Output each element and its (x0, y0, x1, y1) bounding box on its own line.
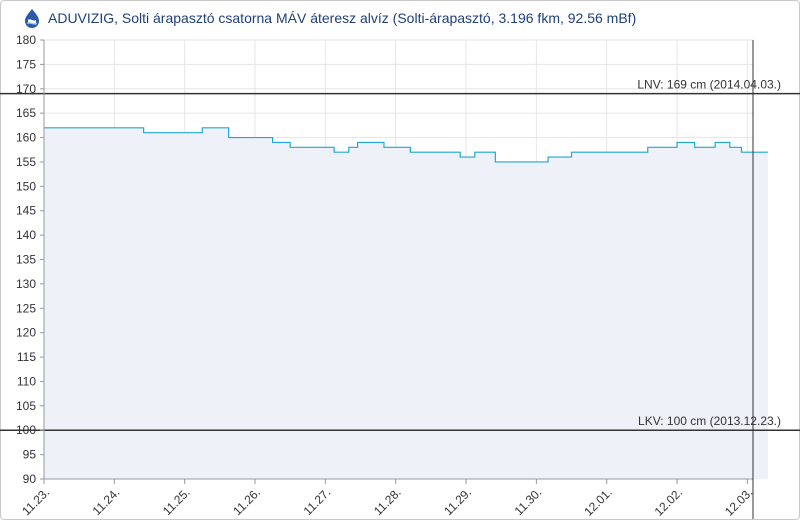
reference-line-label: LKV: 100 cm (2013.12.23.) (638, 414, 781, 428)
x-tick-label: 12.02. (652, 485, 685, 518)
x-tick-label: 11.27. (301, 485, 334, 518)
y-tick-labels: 90 95 100 105 110 115 120 125 130 135 140 145 150 155… (16, 33, 36, 486)
y-tick-label: 180 (16, 33, 36, 47)
y-tick-label: 120 (16, 326, 36, 340)
y-tick-label: 105 (16, 399, 36, 413)
x-tick-label: 11.29. (441, 485, 474, 518)
y-tick-label: 140 (16, 228, 36, 242)
axes (40, 39, 754, 519)
chart-header: ADUVIZIG, Solti árapasztó csatorna MÁV á… (22, 7, 636, 29)
y-tick-label: 115 (17, 350, 36, 364)
chart-title: ADUVIZIG, Solti árapasztó csatorna MÁV á… (48, 10, 637, 26)
x-tick-label: 12.01. (581, 485, 614, 518)
x-tick-label: 11.30. (512, 485, 545, 518)
y-tick-label: 175 (16, 57, 36, 71)
series-area (44, 127, 768, 480)
x-tick-label: 11.25. (160, 485, 193, 518)
x-tick-label: 11.24. (90, 485, 123, 518)
reference-lines: LNV: 169 cm (2014.04.03.) LKV: 100 cm (20… (0, 78, 800, 431)
y-tick-label: 130 (16, 277, 36, 291)
y-tick-label: 155 (16, 155, 36, 169)
y-tick-label: 100 (16, 423, 36, 437)
y-tick-label: 150 (16, 179, 36, 193)
series-lines (43, 127, 768, 163)
y-tick-label: 125 (16, 301, 36, 315)
aduvizig-logo-icon (25, 9, 39, 28)
reference-line-label: LNV: 169 cm (2014.04.03.) (637, 78, 781, 92)
y-tick-label: 110 (17, 374, 36, 388)
series-fill (44, 127, 768, 480)
x-tick-labels: 11.23. 11.24. 11.25. 11.26. 11.27. 11.28. 11.2… (19, 485, 755, 518)
x-tick-label: 11.23. (19, 485, 52, 518)
y-tick-label: 145 (16, 204, 36, 218)
y-tick-label: 90 (23, 472, 37, 486)
x-tick-label: 11.26. (230, 485, 263, 518)
x-tick-label: 11.28. (371, 485, 404, 518)
series-line (44, 127, 768, 163)
y-tick-label: 160 (16, 131, 36, 145)
y-tick-label: 95 (23, 448, 37, 462)
y-tick-label: 135 (16, 253, 36, 267)
y-tick-label: 170 (16, 82, 36, 96)
x-tick-label: 12.03. (722, 485, 755, 518)
y-tick-label: 165 (16, 106, 36, 120)
